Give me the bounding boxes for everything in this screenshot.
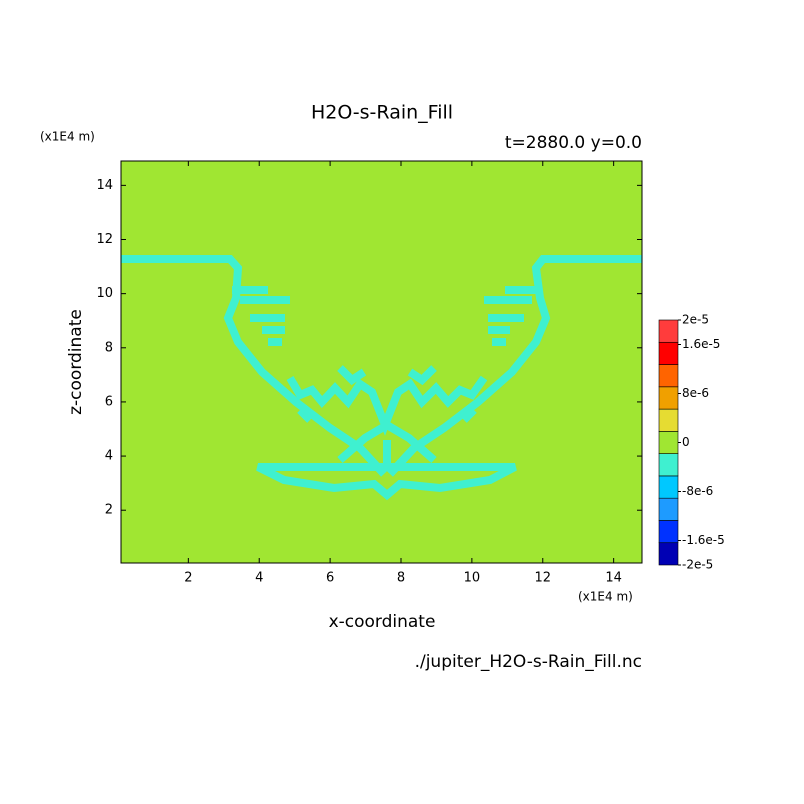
x-axis-label: x-coordinate	[329, 612, 436, 632]
colorbar-tick-label: 2e-5	[682, 313, 709, 327]
y-tick-label: 2	[105, 503, 113, 518]
colorbar-tick-label: -1.6e-5	[682, 533, 725, 547]
colorbar-swatch	[658, 453, 679, 477]
y-tick-label: 14	[96, 178, 113, 193]
y-axis-label: z-coordinate	[66, 309, 86, 415]
colorbar-swatch	[658, 364, 679, 388]
colorbar-tick-label: 0	[682, 435, 690, 449]
contour-region	[337, 420, 437, 470]
x-tick-label: 6	[326, 571, 334, 586]
colorbar-swatch	[658, 542, 679, 566]
contour-region	[387, 255, 642, 477]
x-unit: (x1E4 m)	[578, 590, 633, 604]
contour-region	[484, 286, 540, 346]
field-shapes	[121, 255, 642, 501]
x-tick-label: 14	[605, 571, 622, 586]
colorbar-tick-label: -8e-6	[682, 484, 713, 498]
subtitle: t=2880.0 y=0.0	[505, 133, 642, 153]
colorbar-tick-label: -2e-5	[682, 558, 713, 572]
y-tick-label: 6	[105, 394, 113, 409]
x-tick-label: 10	[464, 571, 481, 586]
contour-region	[121, 255, 387, 477]
colorbar-swatch	[658, 341, 679, 365]
y-tick-label: 10	[96, 286, 113, 301]
colorbar-tick-label: 8e-6	[682, 386, 709, 400]
colorbar-swatch	[658, 319, 679, 343]
plot-frame	[120, 160, 643, 564]
colorbar-swatch	[658, 408, 679, 432]
colorbar-swatch	[658, 386, 679, 410]
y-unit: (x1E4 m)	[40, 130, 95, 144]
y-tick-label: 12	[96, 232, 113, 247]
contour-region	[256, 463, 517, 501]
colorbar-swatch	[658, 497, 679, 521]
contour-region	[297, 365, 477, 423]
footer: ./jupiter_H2O-s-Rain_Fill.nc	[415, 652, 642, 672]
y-tick-label: 8	[105, 340, 113, 355]
colorbar-swatch	[658, 475, 679, 499]
x-tick-label: 12	[534, 571, 551, 586]
colorbar-swatch	[658, 431, 679, 454]
y-tick-label: 4	[105, 449, 113, 464]
colorbar-tick-label: 1.6e-5	[682, 337, 720, 351]
x-tick-label: 4	[255, 571, 263, 586]
plot-area	[121, 161, 642, 563]
chart-title: H2O-s-Rain_Fill	[311, 102, 453, 124]
contour-region	[232, 286, 290, 346]
x-tick-label: 8	[397, 571, 405, 586]
x-tick-label: 2	[184, 571, 192, 586]
colorbar-swatch	[658, 520, 679, 544]
